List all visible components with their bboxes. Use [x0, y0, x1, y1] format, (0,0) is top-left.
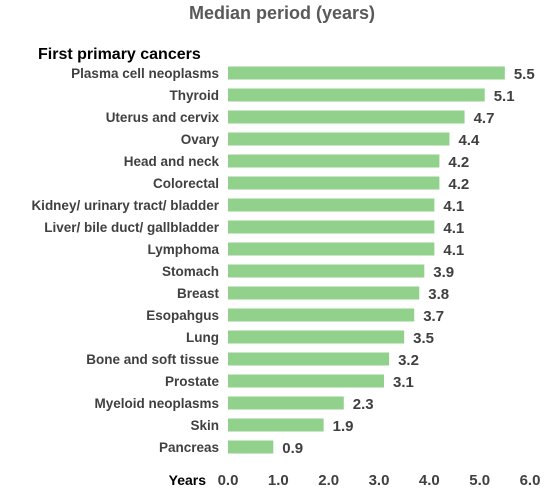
x-tick-0: 0.0 — [218, 472, 239, 489]
bar-9 — [228, 264, 425, 278]
value-label-5: 4.2 — [448, 176, 469, 193]
value-label-13: 3.2 — [398, 352, 419, 369]
value-label-16: 1.9 — [333, 418, 354, 435]
category-label-2: Uterus and cervix — [106, 110, 220, 125]
bar-13 — [228, 352, 390, 366]
category-label-9: Stomach — [162, 264, 219, 279]
bar-4 — [228, 154, 440, 168]
category-label-1: Thyroid — [170, 88, 220, 103]
category-label-5: Colorectal — [153, 176, 219, 191]
value-labels: 5.5 5.1 4.7 4.4 4.2 4.2 4.1 4.1 4.1 3.9 3.8 3.7 3.5 3… — [282, 66, 534, 457]
value-label-17: 0.9 — [282, 440, 303, 457]
bar-11 — [228, 308, 415, 322]
value-label-12: 3.5 — [413, 330, 434, 347]
value-label-8: 4.1 — [443, 242, 464, 259]
value-label-3: 4.4 — [458, 132, 480, 149]
bars-group — [228, 66, 505, 454]
value-label-6: 4.1 — [443, 198, 464, 215]
bar-16 — [228, 418, 324, 432]
bar-17 — [228, 440, 274, 454]
value-label-0: 5.5 — [514, 66, 535, 83]
x-tick-1: 1.0 — [268, 472, 289, 489]
category-label-6: Kidney/ urinary tract/ bladder — [31, 198, 219, 213]
bar-0 — [228, 66, 505, 80]
value-label-10: 3.8 — [428, 286, 449, 303]
value-label-14: 3.1 — [393, 374, 414, 391]
bar-6 — [228, 198, 435, 212]
category-labels: Plasma cell neoplasms Thyroid Uterus and c… — [31, 66, 219, 455]
bar-7 — [228, 220, 435, 234]
bar-2 — [228, 110, 465, 124]
category-label-7: Liver/ bile duct/ gallbladder — [44, 220, 220, 235]
x-tick-4: 4.0 — [419, 472, 440, 489]
x-tick-6: 6.0 — [520, 472, 541, 489]
value-label-15: 2.3 — [353, 396, 374, 413]
x-axis-label: Years — [169, 472, 207, 488]
bar-12 — [228, 330, 405, 344]
bar-8 — [228, 242, 435, 256]
bar-15 — [228, 396, 344, 410]
value-label-4: 4.2 — [448, 154, 469, 171]
category-label-15: Myeloid neoplasms — [94, 396, 219, 411]
chart-title: Median period (years) — [189, 3, 375, 23]
x-tick-5: 5.0 — [469, 472, 490, 489]
bar-5 — [228, 176, 440, 190]
category-label-3: Ovary — [181, 132, 220, 147]
bar-3 — [228, 132, 450, 146]
category-label-11: Esopahgus — [146, 308, 219, 323]
category-label-13: Bone and soft tissue — [86, 352, 219, 367]
value-label-2: 4.7 — [474, 110, 495, 127]
x-tick-labels: 0.0 1.0 2.0 3.0 4.0 5.0 6.0 — [218, 472, 541, 489]
bar-1 — [228, 88, 485, 102]
category-label-10: Breast — [177, 286, 220, 301]
category-label-17: Pancreas — [159, 440, 219, 455]
bar-10 — [228, 286, 420, 300]
value-label-11: 3.7 — [423, 308, 444, 325]
category-label-8: Lymphoma — [147, 242, 219, 257]
x-tick-3: 3.0 — [369, 472, 390, 489]
category-label-14: Prostate — [165, 374, 220, 389]
category-label-4: Head and neck — [124, 154, 220, 169]
category-label-0: Plasma cell neoplasms — [71, 66, 219, 81]
category-label-12: Lung — [186, 330, 219, 345]
value-label-7: 4.1 — [443, 220, 464, 237]
x-tick-2: 2.0 — [318, 472, 339, 489]
bar-14 — [228, 374, 385, 388]
section-label: First primary cancers — [38, 46, 201, 63]
value-label-9: 3.9 — [433, 264, 454, 281]
value-label-1: 5.1 — [494, 88, 515, 105]
category-label-16: Skin — [190, 418, 219, 433]
